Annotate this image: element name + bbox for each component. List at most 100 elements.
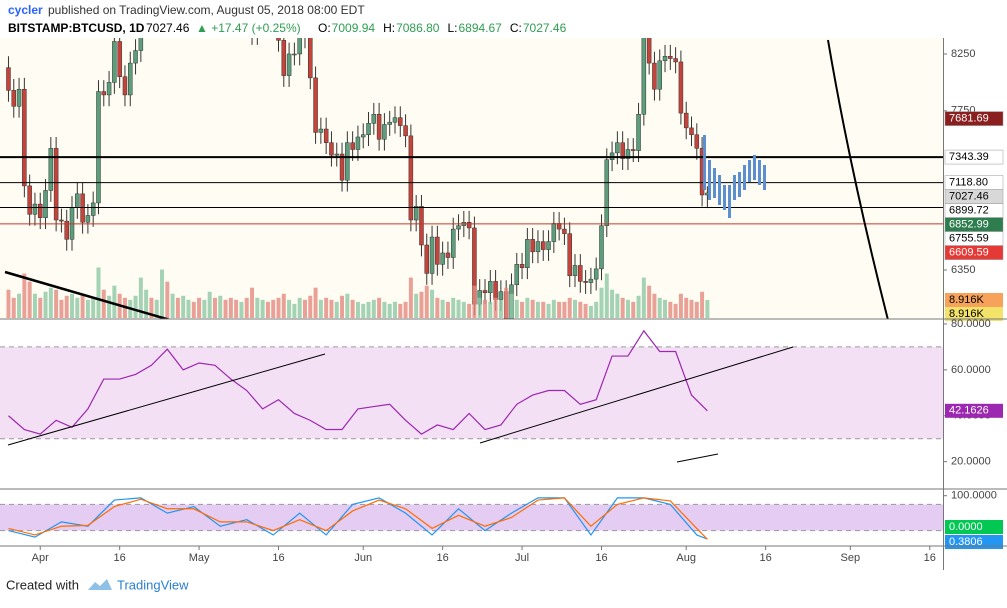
volume — [6, 267, 710, 318]
candle-body — [450, 228, 456, 258]
candle-body — [117, 41, 122, 77]
value-label-bg — [945, 520, 1003, 534]
candle-body — [631, 149, 636, 151]
candle-body — [689, 127, 694, 135]
candle-body — [37, 203, 43, 218]
candle-body — [683, 112, 689, 129]
volume-bar — [101, 289, 106, 318]
ohlc-key: C: — [510, 21, 522, 35]
volume-bar — [32, 293, 37, 318]
volume-bar — [250, 287, 255, 318]
series-line — [8, 329, 708, 435]
trend-line — [4, 270, 171, 319]
volume-bar — [223, 299, 228, 318]
candle-body — [615, 142, 620, 154]
x-tick-label: 16 — [759, 552, 771, 564]
volume-bar — [287, 299, 292, 318]
candle-body — [668, 56, 673, 59]
rsi-drawings — [7, 346, 794, 463]
candle-body — [662, 56, 668, 62]
candle-body — [398, 117, 403, 126]
volume-bar — [647, 285, 652, 318]
trend-line — [479, 346, 794, 444]
change: ▲ +17.47 (+0.25%) — [196, 21, 301, 35]
x-tick-label: 16 — [272, 552, 284, 564]
volume-bar — [398, 303, 403, 318]
volume-bar — [541, 301, 546, 318]
volume-bar — [175, 297, 180, 318]
volume-bar — [149, 297, 154, 318]
volume-bar — [318, 299, 323, 318]
volume-label: 8.916K — [949, 308, 985, 320]
volume-bar — [604, 273, 609, 318]
volume-bar — [170, 293, 175, 318]
price-label-bg — [944, 245, 1004, 260]
candle-body — [673, 58, 678, 63]
volume-bar — [689, 299, 694, 318]
volume-bar — [160, 269, 165, 318]
last-price: 7027.46 — [146, 21, 190, 35]
volume-bar — [239, 301, 244, 318]
volume-bar — [371, 299, 376, 318]
price-label: 7343.39 — [949, 151, 989, 163]
volume-bar — [562, 301, 567, 318]
lines — [8, 329, 708, 435]
price-label: 7118.80 — [949, 177, 988, 189]
candle-body — [646, 38, 652, 64]
candle-body — [339, 153, 345, 181]
volume-bar — [673, 303, 678, 318]
candle-body — [59, 219, 64, 222]
candle-body — [413, 206, 419, 221]
volume-bar — [594, 301, 599, 318]
x-tick-label: 16 — [595, 552, 607, 564]
candle-body — [75, 193, 80, 208]
volume-bar — [228, 297, 233, 318]
volume-bar — [255, 297, 260, 318]
arc-line — [827, 39, 889, 319]
volume-bar — [345, 293, 350, 318]
candle-body — [530, 239, 535, 253]
candle-body — [620, 142, 625, 159]
candle-body — [16, 88, 22, 107]
volume-bar — [430, 289, 435, 318]
candle-body — [593, 268, 599, 280]
candle-body — [678, 61, 684, 114]
author: cycler — [8, 3, 43, 17]
candle-body — [323, 128, 329, 143]
candle-body — [281, 40, 287, 76]
header-bg — [0, 0, 1007, 38]
volume-bar — [281, 293, 286, 318]
volume-bar — [260, 299, 265, 318]
volume-bar — [186, 299, 191, 318]
volume-bar — [27, 281, 32, 318]
volume-bar — [588, 305, 593, 318]
created-with: Created with — [6, 577, 79, 592]
candle-body — [22, 88, 27, 187]
y-tick-label: 80.0000 — [951, 318, 991, 330]
volume-bar — [234, 299, 239, 318]
y-tick-label: 100.0000 — [951, 490, 997, 502]
volume-bar — [456, 299, 461, 318]
x-tick-label: 16 — [924, 552, 936, 564]
brand[interactable]: TradingView — [117, 577, 189, 592]
volume-bar — [107, 295, 112, 318]
volume-bar — [355, 301, 360, 318]
candle-body — [493, 281, 498, 300]
price-label: 6609.59 — [949, 247, 989, 259]
candle-body — [408, 135, 414, 221]
x-tick-label: Sep — [841, 552, 861, 564]
volume-bar — [557, 301, 562, 318]
volume-bar — [313, 287, 318, 318]
price-label: 6899.72 — [949, 205, 989, 217]
candle-body — [90, 202, 96, 216]
x-axis: Apr 16 May 16 Jun 16 Jul 16 Aug 16 Sep 16 — [32, 546, 936, 564]
candle-body — [419, 206, 424, 246]
ohlc-value: 7086.80 — [396, 21, 440, 35]
x-tick-label: Jun — [354, 552, 372, 564]
trend-line — [676, 453, 719, 463]
volume-bar — [477, 297, 482, 318]
candle-body — [514, 264, 520, 286]
volume-label-bg — [945, 292, 1003, 307]
